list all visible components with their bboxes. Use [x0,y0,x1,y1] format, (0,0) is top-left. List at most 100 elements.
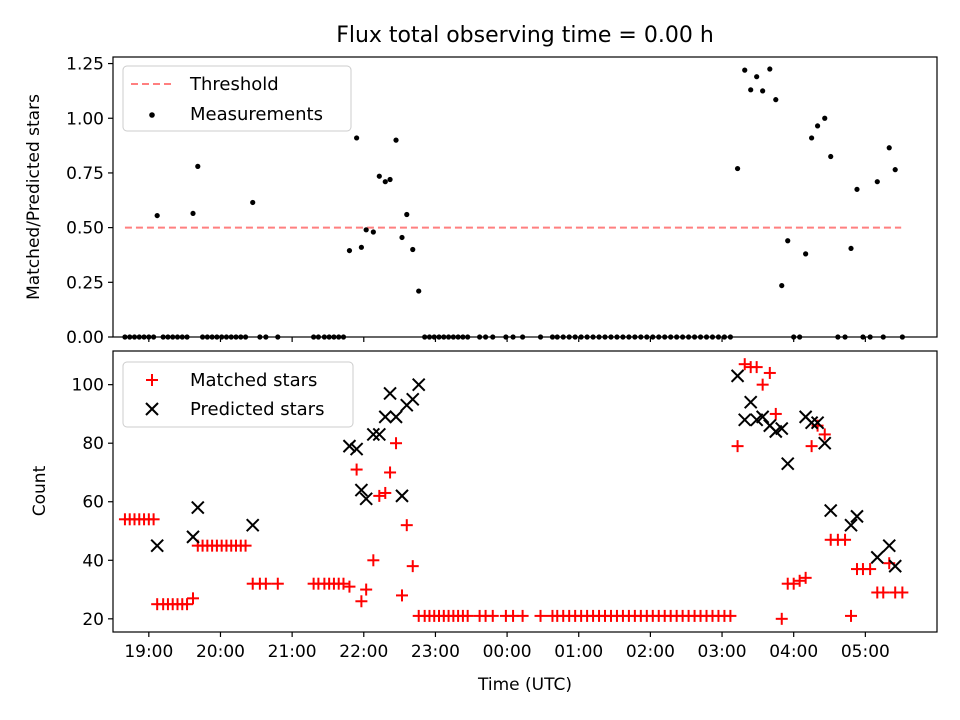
matched-star-point [343,580,356,593]
measurement-point [393,137,399,143]
predicted-star-point [775,421,789,436]
x-tick-label: 19:00 [124,642,173,662]
bottom-y-tick-label: 60 [82,493,104,513]
matched-star-point [769,407,782,420]
x-tick-label: 22:00 [339,642,388,662]
measurement-point [854,186,860,192]
x-tick-label: 21:00 [268,642,317,662]
measurement-point [822,115,828,121]
top-y-tick-label: 0.25 [66,273,104,293]
measurement-point [767,66,773,72]
measurement-point [363,227,369,233]
top-axes: 0.00 0.25 0.50 0.75 1.00 1.25 [66,55,938,348]
predicted-star-point [738,413,752,427]
predicted-star-point [850,509,864,524]
measurement-point [416,288,422,294]
measurement-point [892,167,898,173]
matched-star-point [395,589,408,602]
measurement-point [773,97,779,103]
measurement-point [250,199,256,206]
predicted-star-point [359,492,373,506]
legend-measurements-label: Measurements [190,104,323,125]
bottom-y-axis-label: Count [30,465,50,516]
predicted-star-point [342,439,357,453]
x-tick-label: 01:00 [554,642,603,662]
matched-star-point [516,609,529,622]
predicted-star-point [730,369,745,383]
predicted-star-point [191,500,205,515]
matched-star-point [187,592,200,605]
x-tick-label: 05:00 [841,642,890,662]
measurement-point [748,87,754,93]
predicted-star-point [378,410,392,424]
matched-star-point [864,563,877,576]
top-y-tick-label: 1.25 [66,55,104,75]
predicted-star-point [389,410,403,424]
bottom-legend: Matched stars Predicted stars [122,361,354,428]
legend-threshold-label: Threshold [189,74,279,95]
matched-star-point [384,466,397,479]
matched-star-point [845,609,858,622]
matched-star-point [756,378,769,391]
predicted-star-point [354,483,369,497]
matched-star-point [787,577,800,590]
matched-star-point [373,489,386,502]
predicted-star-point [406,392,420,407]
matched-star-point [805,440,818,453]
predicted-star-point [870,550,884,565]
bottom-axes-frame [112,350,938,633]
measurement-point [874,179,880,185]
bottom-y-tick-label: 100 [72,376,104,396]
matched-star-point [839,533,852,546]
bottom-y-tick-label: 80 [82,434,104,454]
top-y-tick-label: 0.00 [66,328,104,348]
matched-star-point [896,586,909,599]
measurement-point [195,163,201,169]
legend-predicted-label: Predicted stars [190,399,324,420]
matched-star-point [534,609,547,622]
x-axis-label: Time (UTC) [477,675,572,695]
matched-star-point [406,560,419,573]
matched-star-point [360,583,373,596]
measurement-point [399,234,405,241]
measurement-point [382,179,388,185]
measurement-point [779,282,785,289]
x-tick-label: 20:00 [196,642,245,662]
measurement-point [760,88,766,94]
predicted-star-point [372,427,387,442]
measurement-point [814,123,821,129]
matched-star-point [367,554,380,567]
legend-matched-swatch [146,374,158,386]
predicted-star-point [804,416,819,430]
predicted-star-point [781,456,795,471]
measurement-point [785,238,791,244]
predicted-star-point [150,538,164,553]
measurement-point [742,67,748,73]
bottom-axes: 20 40 60 80 100 19:00 20:00 21:00 22:00 23:00 00:0… [72,350,938,662]
legend-measurements-swatch [149,112,155,118]
predicted-star-point [395,489,409,503]
measurement-point [387,176,393,183]
measurement-point [809,135,815,141]
matched-star-point [350,463,363,476]
top-y-tick-label: 1.00 [66,109,104,129]
matched-star-point [486,609,499,622]
measurement-point [346,247,353,254]
matched-star-point [763,366,776,379]
predicted-star-point [810,416,825,430]
x-tick-label: 23:00 [411,642,460,662]
measurement-point [410,246,416,253]
predicted-star-point [383,386,397,401]
measurement-point [358,244,364,250]
measurement-point [404,211,410,218]
matched-star-point [750,361,763,374]
matched-star-point [400,519,413,532]
matched-star-point [181,598,194,611]
top-axes-frame [112,56,938,338]
measurement-point [376,173,382,179]
matched-star-point [337,577,350,590]
measurement-point [848,245,854,252]
bottom-legend-box [122,361,354,428]
measurement-point [803,251,809,257]
